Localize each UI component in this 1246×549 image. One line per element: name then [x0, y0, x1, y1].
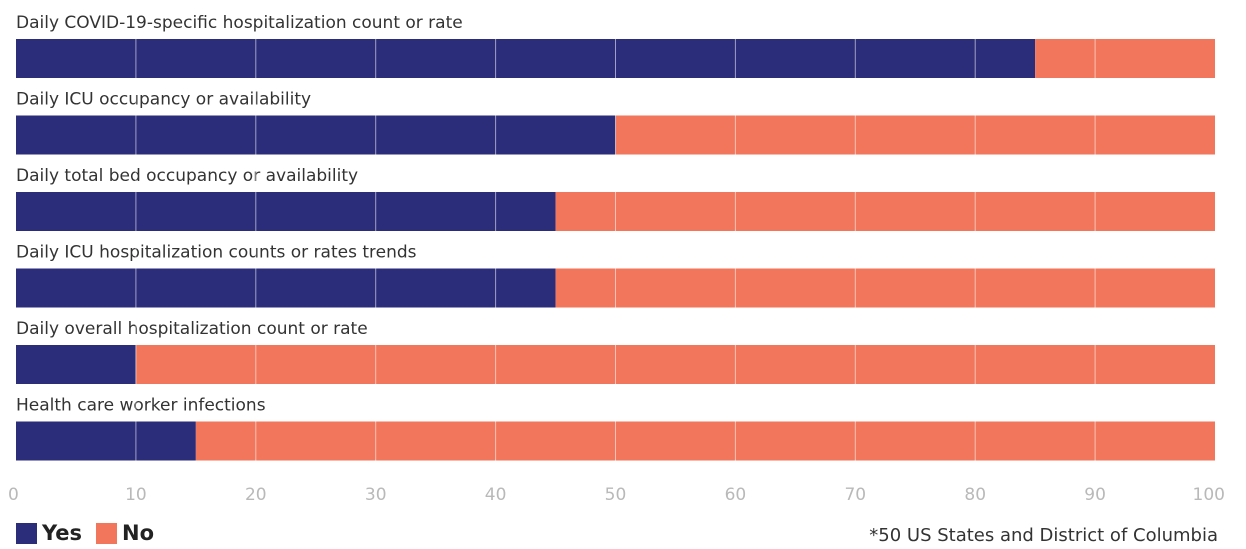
legend: Yes No [16, 521, 168, 545]
bar-no [135, 345, 1215, 384]
x-tick-label: 90 [1084, 485, 1106, 505]
category-label: Daily COVID-19-specific hospitalization … [16, 13, 463, 33]
bar-no [555, 192, 1215, 231]
x-tick-label: 70 [844, 485, 866, 505]
x-tick-label: 50 [605, 485, 627, 505]
legend-label-no: No [122, 521, 155, 545]
x-tick-label: 40 [485, 485, 507, 505]
legend-swatch-yes [16, 522, 37, 544]
bar-no [195, 421, 1216, 461]
x-tick-label: 10 [125, 485, 147, 505]
category-label: Daily overall hospitalization count or r… [16, 319, 368, 339]
bar-yes [16, 421, 196, 461]
bar-no [1035, 39, 1215, 78]
chart-plot: Daily COVID-19-specific hospitalization … [8, 13, 1225, 505]
bar-no [615, 115, 1215, 155]
bar-yes [16, 268, 556, 308]
legend-swatch-no [96, 522, 118, 544]
x-tick-label: 100 [1193, 485, 1225, 505]
category-label: Health care worker infections [16, 396, 266, 416]
bar-no [555, 268, 1215, 308]
legend-item-yes: Yes [16, 521, 82, 545]
bar-yes [16, 345, 136, 384]
x-tick-label: 20 [245, 485, 267, 505]
legend-label-yes: Yes [42, 521, 83, 545]
category-label: Daily total bed occupancy or availabilit… [16, 166, 358, 186]
footnote: *50 US States and District of Columbia [869, 525, 1218, 546]
legend-item-no: No [96, 521, 154, 545]
x-tick-label: 0 [8, 485, 19, 505]
bar-yes [16, 39, 1036, 78]
category-label: Daily ICU hospitalization counts or rate… [16, 243, 417, 263]
x-tick-label: 80 [964, 485, 986, 505]
x-tick-label: 60 [725, 485, 747, 505]
bar-yes [16, 192, 556, 231]
bar-yes [16, 115, 616, 155]
category-label: Daily ICU occupancy or availability [16, 90, 311, 110]
x-tick-label: 30 [365, 485, 387, 505]
